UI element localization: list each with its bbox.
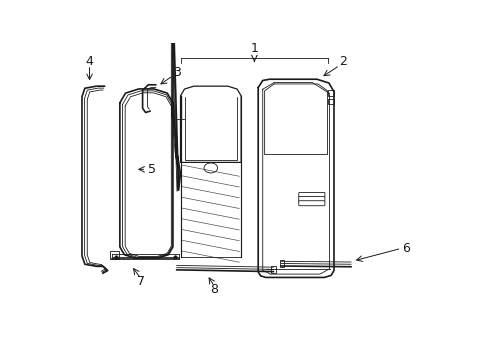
Text: 8: 8 [210, 283, 218, 296]
FancyBboxPatch shape [298, 197, 324, 202]
Circle shape [203, 163, 217, 173]
Text: 6: 6 [401, 242, 409, 255]
Bar [279, 260, 283, 267]
Text: 7: 7 [137, 275, 144, 288]
Text: 2: 2 [339, 55, 346, 68]
Text: 3: 3 [172, 66, 180, 79]
Text: 5: 5 [147, 163, 155, 176]
FancyBboxPatch shape [298, 192, 324, 197]
Bar [271, 266, 275, 273]
Text: 1: 1 [250, 42, 258, 55]
Bar [327, 90, 333, 96]
Bar [110, 251, 119, 260]
Text: 4: 4 [85, 55, 93, 68]
Bar [327, 99, 333, 104]
FancyBboxPatch shape [298, 201, 324, 206]
